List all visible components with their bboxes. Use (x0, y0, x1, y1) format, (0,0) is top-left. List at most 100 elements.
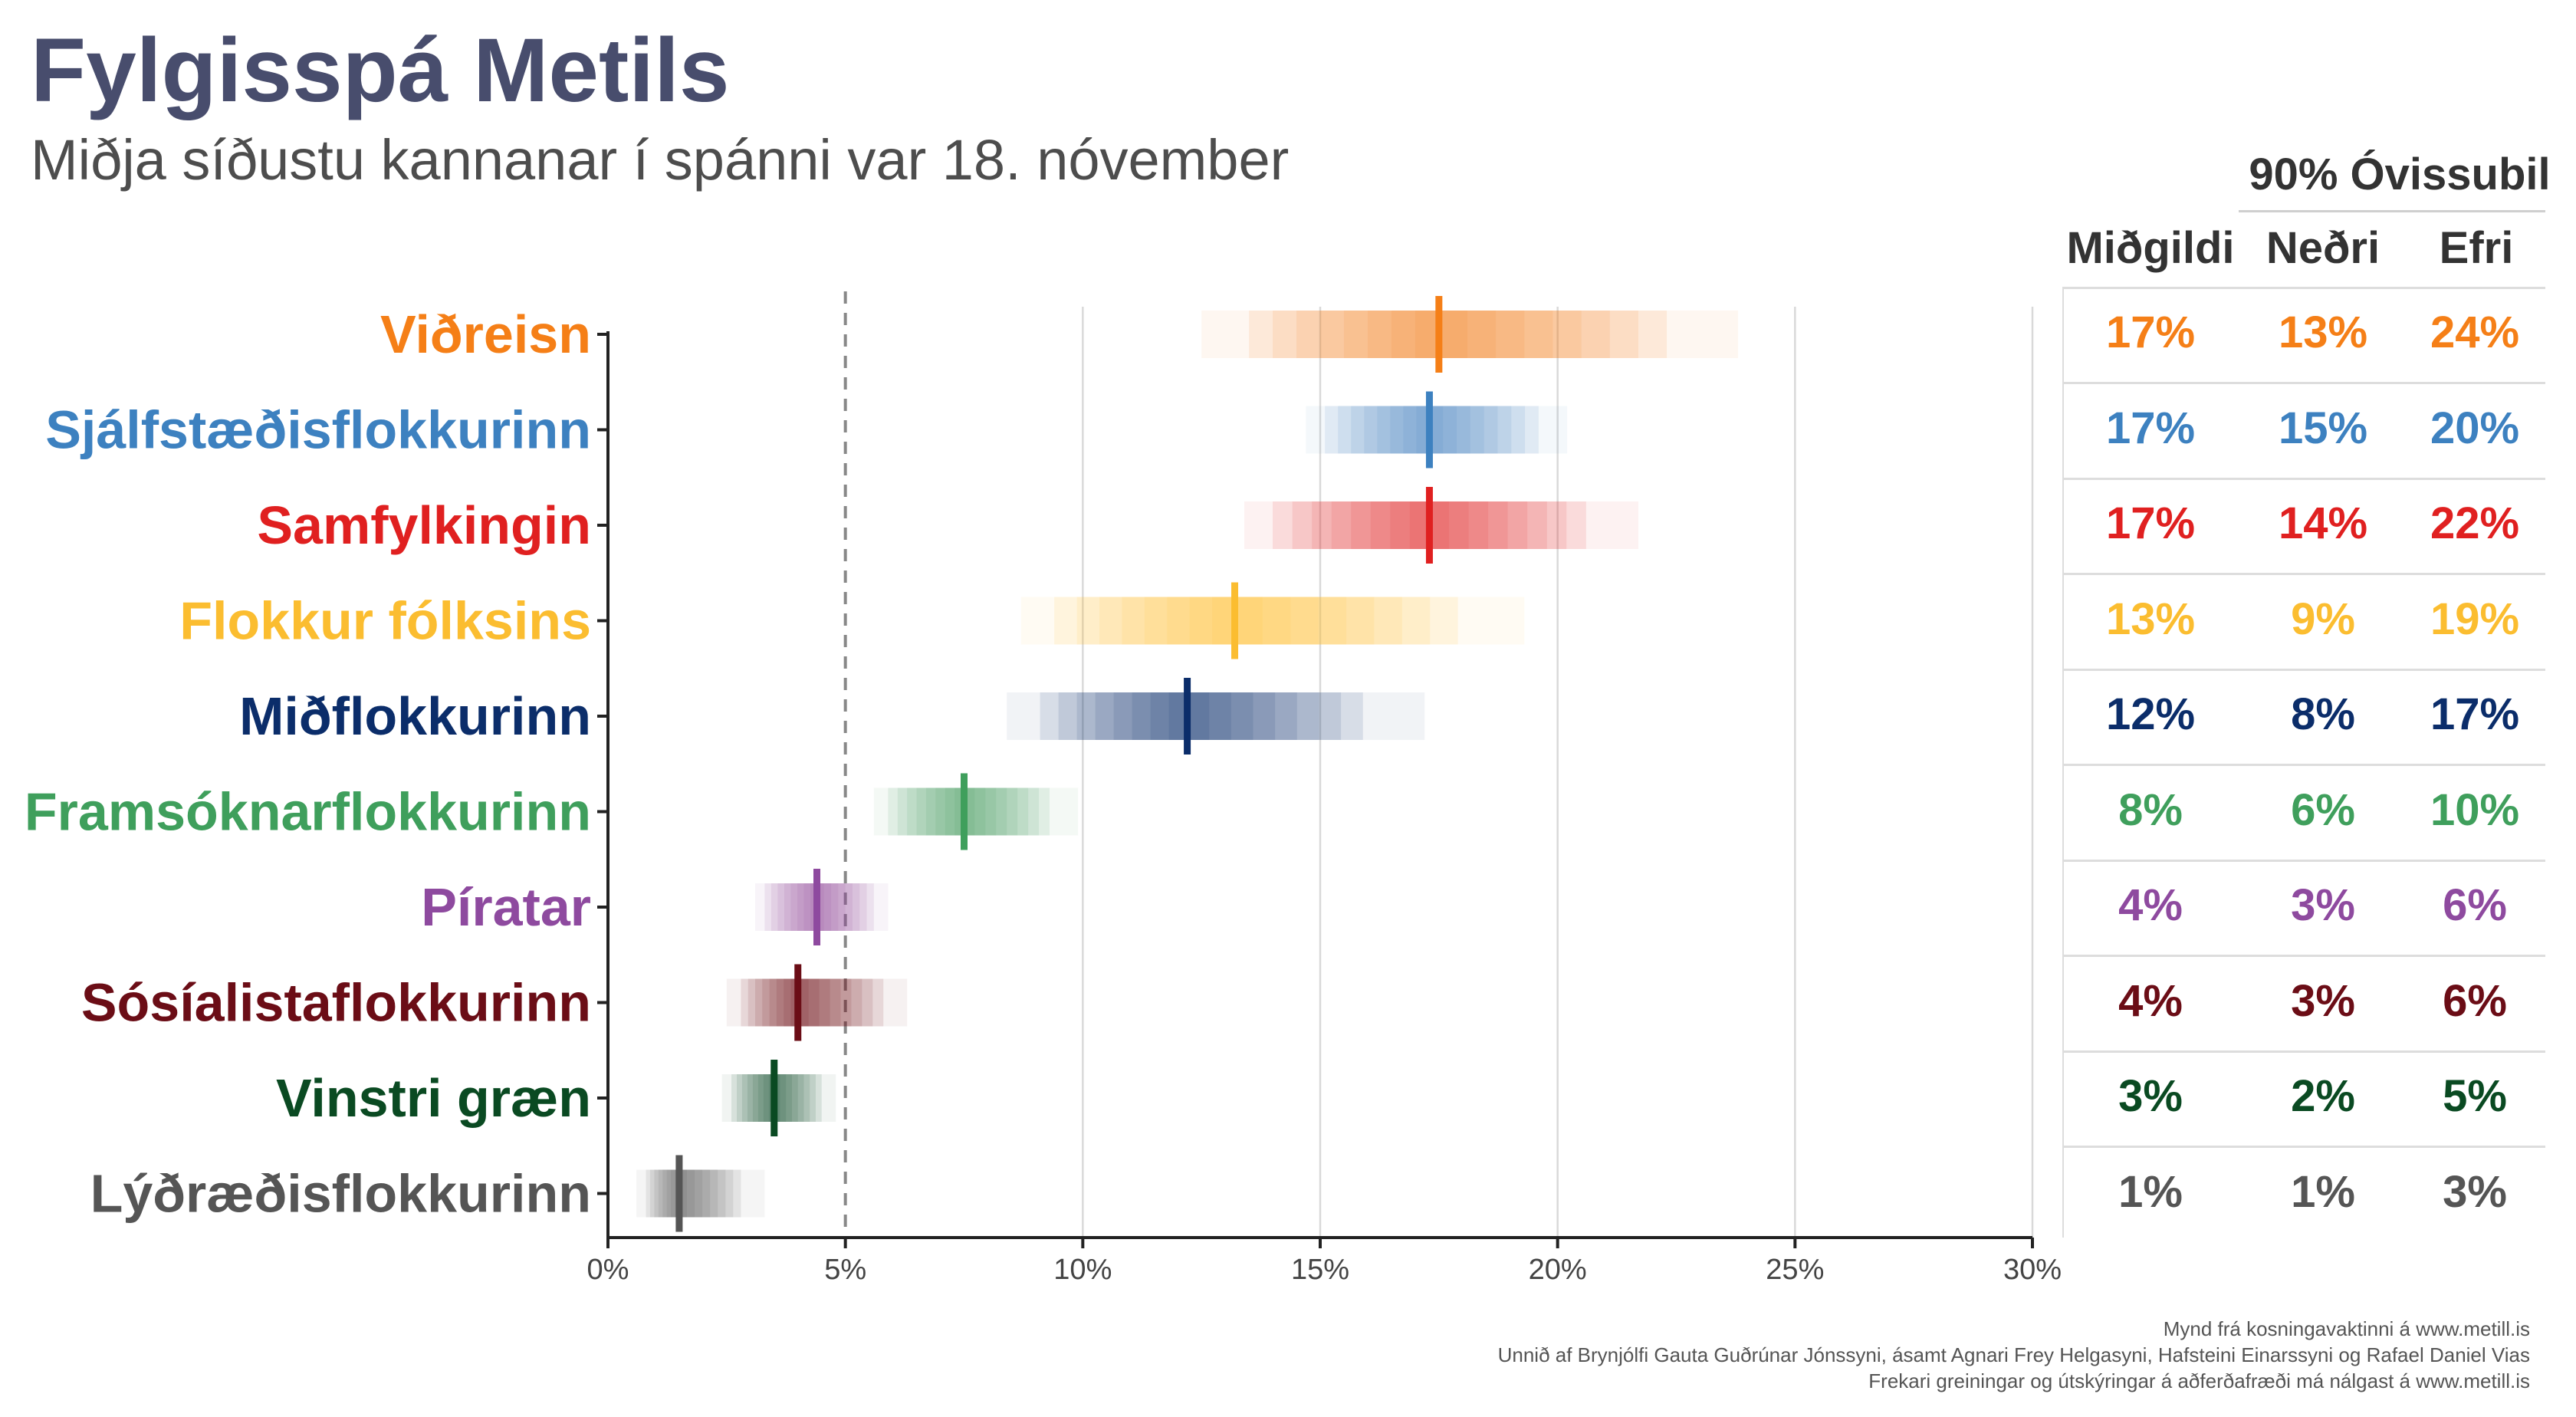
x-tick-label: 30% (2003, 1254, 2062, 1286)
median-marker (770, 1060, 778, 1136)
cell-median: 1% (2118, 1166, 2183, 1217)
range-outer (1020, 597, 1525, 645)
cell-upper: 3% (2443, 1166, 2507, 1217)
range-band (671, 1169, 695, 1218)
table-group-header: 90% Óvissubil (2249, 150, 2551, 199)
range-band (1076, 692, 1319, 740)
cell-median: 17% (2105, 403, 2196, 453)
cell-upper: 17% (2430, 689, 2520, 739)
range-band (662, 1169, 711, 1218)
range-band (658, 1169, 718, 1218)
range-band (741, 978, 884, 1027)
range-band (748, 978, 873, 1027)
range-band (1343, 311, 1553, 358)
median-marker (1231, 582, 1239, 659)
range-band (1144, 597, 1347, 645)
cell-upper: 22% (2430, 498, 2520, 548)
range-band (1273, 311, 1638, 358)
series-band (1244, 487, 1638, 564)
series-band (754, 869, 889, 945)
range-band (1167, 597, 1319, 645)
series-band (1306, 391, 1568, 468)
footer-credit: Mynd frá kosningavaktinni á www.metill.i… (2163, 1317, 2530, 1340)
cell-lower: 1% (2291, 1166, 2355, 1217)
median-marker (1425, 487, 1433, 564)
range-band (649, 1169, 734, 1218)
series-band (726, 964, 908, 1041)
range-outer (754, 883, 889, 931)
median-marker (813, 869, 821, 945)
range-outer (721, 1074, 836, 1122)
range-band (1367, 311, 1525, 358)
cell-lower: 2% (2291, 1071, 2355, 1121)
range-band (776, 978, 830, 1027)
range-outer (1306, 406, 1568, 454)
cell-median: 3% (2118, 1071, 2183, 1121)
cell-upper: 6% (2443, 975, 2507, 1026)
party-label: Flokkur fólksins (179, 591, 591, 651)
table-row-rule (2062, 1050, 2545, 1053)
range-band (1150, 692, 1231, 740)
cell-upper: 20% (2430, 403, 2520, 453)
series-band (721, 1060, 836, 1136)
party-label: Samfylkingin (257, 495, 591, 555)
range-outer (636, 1169, 765, 1218)
table-row-rule (2062, 955, 2545, 958)
cell-upper: 5% (2443, 1071, 2507, 1121)
x-tick-label: 15% (1291, 1254, 1349, 1286)
range-band (888, 787, 1050, 836)
cell-lower: 3% (2291, 880, 2355, 930)
series-band (1007, 678, 1425, 755)
x-tick-label: 5% (824, 1254, 866, 1286)
cell-upper: 6% (2443, 880, 2507, 930)
party-label: Miðflokkurinn (239, 686, 591, 746)
page-title: Fylgisspá Metils (31, 20, 730, 121)
cell-median: 12% (2105, 689, 2196, 739)
median-marker (1435, 296, 1443, 373)
range-band (1249, 311, 1668, 358)
cell-median: 17% (2105, 498, 2196, 548)
median-marker (961, 773, 968, 850)
range-band (1058, 692, 1342, 740)
footer-methods: Frekari greiningar og útskýringar á aðfe… (1868, 1369, 2530, 1392)
series-band (1020, 582, 1525, 659)
table-group-rule (2239, 210, 2545, 212)
range-band (1095, 692, 1297, 740)
cell-lower: 15% (2278, 403, 2368, 453)
range-band (769, 978, 841, 1027)
range-band (654, 1169, 726, 1218)
range-band (1391, 311, 1497, 358)
series-band (1201, 296, 1739, 373)
range-band (784, 978, 820, 1027)
table-row-rule (2062, 1146, 2545, 1149)
range-band (1099, 597, 1402, 645)
party-label: Vinstri græn (276, 1068, 591, 1128)
cell-lower: 6% (2291, 784, 2355, 835)
range-band (1320, 311, 1582, 358)
footer-authors: Unnið af Brynjólfi Gauta Guðrúnar Jónssy… (1497, 1343, 2530, 1366)
cell-lower: 3% (2291, 975, 2355, 1026)
party-label: Framsóknarflokkurinn (25, 782, 591, 842)
range-band (907, 787, 1029, 836)
range-outer (1201, 311, 1739, 358)
range-band (1296, 311, 1610, 358)
range-band (1189, 597, 1291, 645)
table-header-lower: Neðri (2266, 223, 2380, 273)
series-band (636, 1155, 765, 1232)
party-label: Píratar (421, 877, 591, 937)
range-band (897, 787, 1040, 836)
cell-median: 13% (2105, 593, 2196, 644)
range-band (1132, 692, 1254, 740)
table-row-rule (2062, 668, 2545, 671)
range-band (1122, 597, 1375, 645)
party-label: Lýðræðisflokkurinn (90, 1164, 591, 1224)
range-band (1113, 692, 1276, 740)
table-row-rule (2062, 859, 2545, 862)
range-outer (1244, 501, 1638, 549)
cell-median: 17% (2105, 307, 2196, 357)
page-subtitle: Miðja síðustu kannanar í spánni var 18. … (31, 128, 1290, 192)
cell-median: 4% (2118, 880, 2183, 930)
median-marker (675, 1155, 683, 1232)
x-tick-label: 25% (1766, 1254, 1824, 1286)
